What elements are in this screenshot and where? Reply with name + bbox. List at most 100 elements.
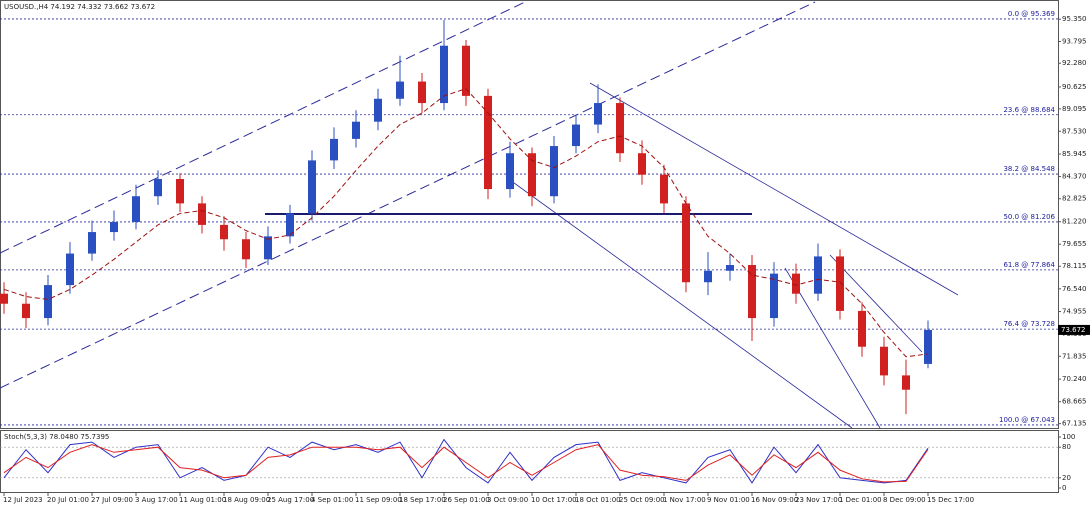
- x-tick-label: 18 Oct 01:00: [575, 496, 621, 504]
- fib-label: 23.6 @ 88.684: [1003, 106, 1055, 114]
- chart-title: USOUSD.,H4 74.192 74.332 73.662 73.672: [4, 3, 155, 11]
- fib-label: 50.0 @ 81.206: [1003, 213, 1055, 221]
- candle-body: [616, 103, 624, 154]
- y-tick-label: 67.135: [1062, 420, 1087, 428]
- fib-label: 61.8 @ 77.864: [1003, 261, 1055, 269]
- candle-body: [374, 98, 382, 122]
- trend-line: [509, 179, 853, 429]
- y-tick-label: 71.835: [1062, 352, 1087, 360]
- x-tick-label: 10 Oct 17:00: [531, 496, 577, 504]
- y-tick-label: 92.280: [1062, 59, 1087, 67]
- channel-line: [0, 1, 526, 254]
- x-tick-label: 25 Oct 09:00: [619, 496, 665, 504]
- y-tick-label: 0: [1062, 484, 1066, 492]
- candle-body: [88, 232, 96, 254]
- candle-body: [770, 273, 778, 319]
- trend-line: [589, 82, 959, 296]
- x-tick-label: 25 Aug 17:00: [267, 496, 314, 504]
- y-tick-label: 90.625: [1062, 83, 1087, 91]
- y-tick-label: 84.370: [1062, 173, 1087, 181]
- candle-body: [154, 179, 162, 197]
- candle-body: [528, 153, 536, 197]
- candle-body: [352, 121, 360, 139]
- y-tick-label: 70.240: [1062, 375, 1087, 383]
- price-tag-label: 73.672: [1061, 326, 1086, 334]
- candle-body: [66, 253, 74, 286]
- x-tick-label: 3 Aug 17:00: [135, 496, 178, 504]
- x-tick-label: 15 Dec 17:00: [927, 496, 974, 504]
- candle-body: [594, 103, 602, 125]
- x-tick-label: 11 Aug 01:00: [179, 496, 226, 504]
- y-tick-label: 20: [1062, 474, 1071, 482]
- y-tick-label: 100: [1062, 433, 1075, 441]
- stoch-panel: [0, 430, 1059, 493]
- candle-body: [44, 285, 52, 319]
- candle-body: [198, 203, 206, 225]
- candle-body: [264, 236, 272, 260]
- candle-body: [132, 196, 140, 223]
- candle-body: [330, 138, 338, 161]
- candle-body: [704, 270, 712, 283]
- x-tick-label: 23 Nov 17:00: [795, 496, 842, 504]
- x-tick-label: 26 Sep 01:00: [443, 496, 490, 504]
- y-tick-label: 89.095: [1062, 105, 1087, 113]
- channel-line: [0, 1, 816, 389]
- candle-body: [506, 153, 514, 190]
- candle-body: [660, 174, 668, 204]
- candle-body: [220, 224, 228, 240]
- candle-body: [682, 203, 690, 283]
- candle-body: [110, 222, 118, 233]
- x-tick-label: 11 Sep 09:00: [355, 496, 402, 504]
- candle-body: [748, 265, 756, 319]
- main-panel: [0, 0, 1059, 429]
- y-tick-label: 76.540: [1062, 285, 1087, 293]
- candle-body: [836, 256, 844, 311]
- x-tick-label: 4 Sep 01:00: [311, 496, 353, 504]
- x-tick-label: 8 Dec 09:00: [883, 496, 926, 504]
- y-tick-label: 80: [1062, 443, 1071, 451]
- y-tick-label: 81.220: [1062, 218, 1087, 226]
- y-tick-label: 78.115: [1062, 262, 1087, 270]
- fib-label: 38.2 @ 84.548: [1003, 165, 1055, 173]
- stoch-line: [3, 444, 929, 483]
- candle-body: [308, 160, 316, 214]
- x-tick-label: 27 Jul 09:00: [91, 496, 133, 504]
- indicator-label: Stoch(5,3,3) 78.0480 75.7395: [4, 433, 109, 441]
- candle-body: [638, 153, 646, 175]
- candle-body: [22, 303, 30, 319]
- x-tick-label: 1 Nov 17:00: [663, 496, 706, 504]
- y-tick-label: 68.665: [1062, 398, 1087, 406]
- trend-line: [829, 254, 923, 353]
- candle-body: [176, 179, 184, 204]
- price-tag: [1058, 324, 1090, 335]
- candle-body: [814, 256, 822, 294]
- fib-label: 76.4 @ 73.728: [1003, 320, 1055, 328]
- candle-body: [550, 146, 558, 197]
- y-tick-label: 82.825: [1062, 195, 1087, 203]
- x-tick-label: 18 Sep 17:00: [399, 496, 446, 504]
- candle-body: [396, 81, 404, 99]
- candle-body: [440, 45, 448, 104]
- fib-label: 0.0 @ 95.369: [1008, 10, 1055, 18]
- y-tick-label: 95.350: [1062, 15, 1087, 23]
- candle-body: [242, 239, 250, 260]
- x-tick-label: 18 Aug 09:00: [223, 496, 270, 504]
- x-tick-label: 9 Nov 01:00: [707, 496, 750, 504]
- y-tick-label: 79.655: [1062, 240, 1087, 248]
- candle-body: [924, 329, 932, 364]
- candle-body: [902, 375, 910, 390]
- candle-body: [572, 124, 580, 147]
- candle-body: [286, 213, 294, 237]
- y-tick-label: 74.955: [1062, 308, 1087, 316]
- candle-body: [792, 273, 800, 294]
- candle-body: [418, 81, 426, 104]
- candle-body: [484, 95, 492, 190]
- x-tick-label: 16 Nov 09:00: [751, 496, 798, 504]
- candle-body: [462, 45, 470, 96]
- candle-body: [858, 310, 866, 347]
- trend-line: [784, 267, 881, 429]
- y-tick-label: 87.530: [1062, 127, 1087, 135]
- fib-label: 100.0 @ 67.043: [999, 416, 1055, 424]
